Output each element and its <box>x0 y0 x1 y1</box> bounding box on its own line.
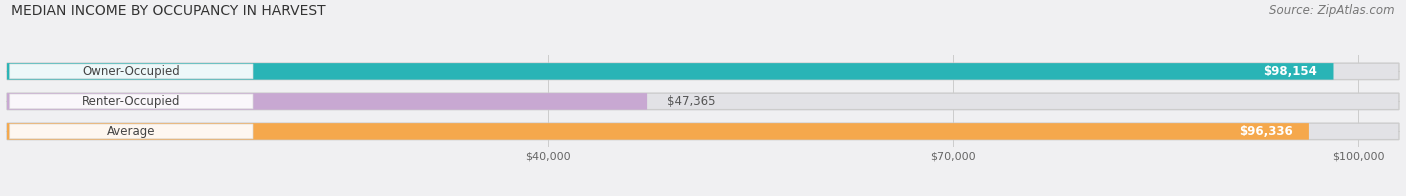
FancyBboxPatch shape <box>7 93 1399 110</box>
Text: MEDIAN INCOME BY OCCUPANCY IN HARVEST: MEDIAN INCOME BY OCCUPANCY IN HARVEST <box>11 4 326 18</box>
Text: $47,365: $47,365 <box>668 95 716 108</box>
FancyBboxPatch shape <box>10 124 253 139</box>
Text: Owner-Occupied: Owner-Occupied <box>83 65 180 78</box>
Text: $98,154: $98,154 <box>1264 65 1317 78</box>
FancyBboxPatch shape <box>7 123 1309 140</box>
Text: Source: ZipAtlas.com: Source: ZipAtlas.com <box>1270 4 1395 17</box>
FancyBboxPatch shape <box>10 64 253 79</box>
FancyBboxPatch shape <box>10 94 253 109</box>
FancyBboxPatch shape <box>7 123 1399 140</box>
Text: $96,336: $96,336 <box>1239 125 1292 138</box>
FancyBboxPatch shape <box>7 63 1399 80</box>
Text: Average: Average <box>107 125 156 138</box>
FancyBboxPatch shape <box>7 93 647 110</box>
FancyBboxPatch shape <box>7 63 1333 80</box>
Text: Renter-Occupied: Renter-Occupied <box>82 95 180 108</box>
